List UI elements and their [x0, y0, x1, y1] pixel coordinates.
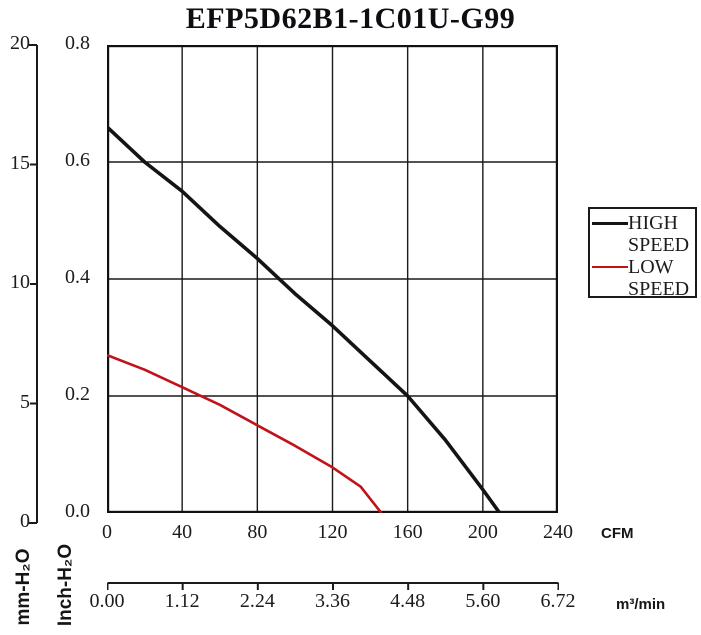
cfm-tick-label: 80 [247, 521, 268, 543]
inch-tick-label: 0.0 [65, 500, 90, 522]
mm-tick-label: 15 [10, 151, 30, 174]
m3min-tick-label: 6.72 [540, 590, 576, 612]
inch-tick-label: 0.2 [65, 383, 90, 405]
legend-entry-low: LOW SPEED [590, 256, 695, 300]
high-speed-curve [107, 125, 502, 513]
mm-tick-label: 0 [20, 510, 30, 532]
legend: HIGH SPEED LOW SPEED [588, 207, 697, 300]
cfm-tick-label: 120 [317, 521, 348, 543]
m3min-tick-label: 5.60 [465, 590, 501, 612]
inch-tick-label: 0.4 [65, 266, 90, 288]
cfm-tick-label: 40 [172, 521, 193, 543]
m3min-tick-label: 1.12 [164, 590, 200, 612]
mm-axis-name: mm-H₂O [13, 548, 34, 626]
mm-tick-label: 5 [20, 390, 30, 413]
inch-tick-label: 0.8 [65, 32, 90, 54]
cfm-tick-label: 0 [102, 521, 112, 543]
plot-area [107, 45, 558, 513]
legend-entry-high: HIGH SPEED [590, 212, 695, 256]
legend-label: LOW SPEED [628, 256, 690, 300]
low-speed-line-sample [592, 266, 628, 268]
inch-axis-name: Inch-H₂O [55, 543, 76, 627]
m3min-unit-label: m³/min [616, 596, 666, 613]
high-speed-line-sample [592, 222, 628, 225]
cfm-tick-label: 240 [543, 521, 573, 543]
low-speed-curve [107, 353, 383, 513]
mm-axis-line [29, 44, 38, 524]
m3min-tick-label: 4.48 [390, 590, 426, 612]
m3min-tick-label: 0.00 [89, 590, 125, 612]
chart-title: EFP5D62B1-1C01U-G99 [185, 2, 516, 35]
cfm-unit-label: CFM [601, 525, 634, 542]
plot-border [107, 45, 558, 513]
cfm-tick-label: 200 [467, 521, 498, 543]
m3min-tick-label: 3.36 [315, 590, 350, 612]
inch-tick-label: 0.6 [65, 149, 90, 171]
legend-label: HIGH SPEED [628, 212, 690, 256]
m3min-axis-line [107, 582, 559, 590]
mm-tick-label: 10 [10, 271, 30, 293]
cfm-tick-label: 160 [392, 521, 423, 543]
mm-tick-label: 20 [10, 32, 30, 54]
m3min-tick-label: 2.24 [239, 590, 275, 612]
